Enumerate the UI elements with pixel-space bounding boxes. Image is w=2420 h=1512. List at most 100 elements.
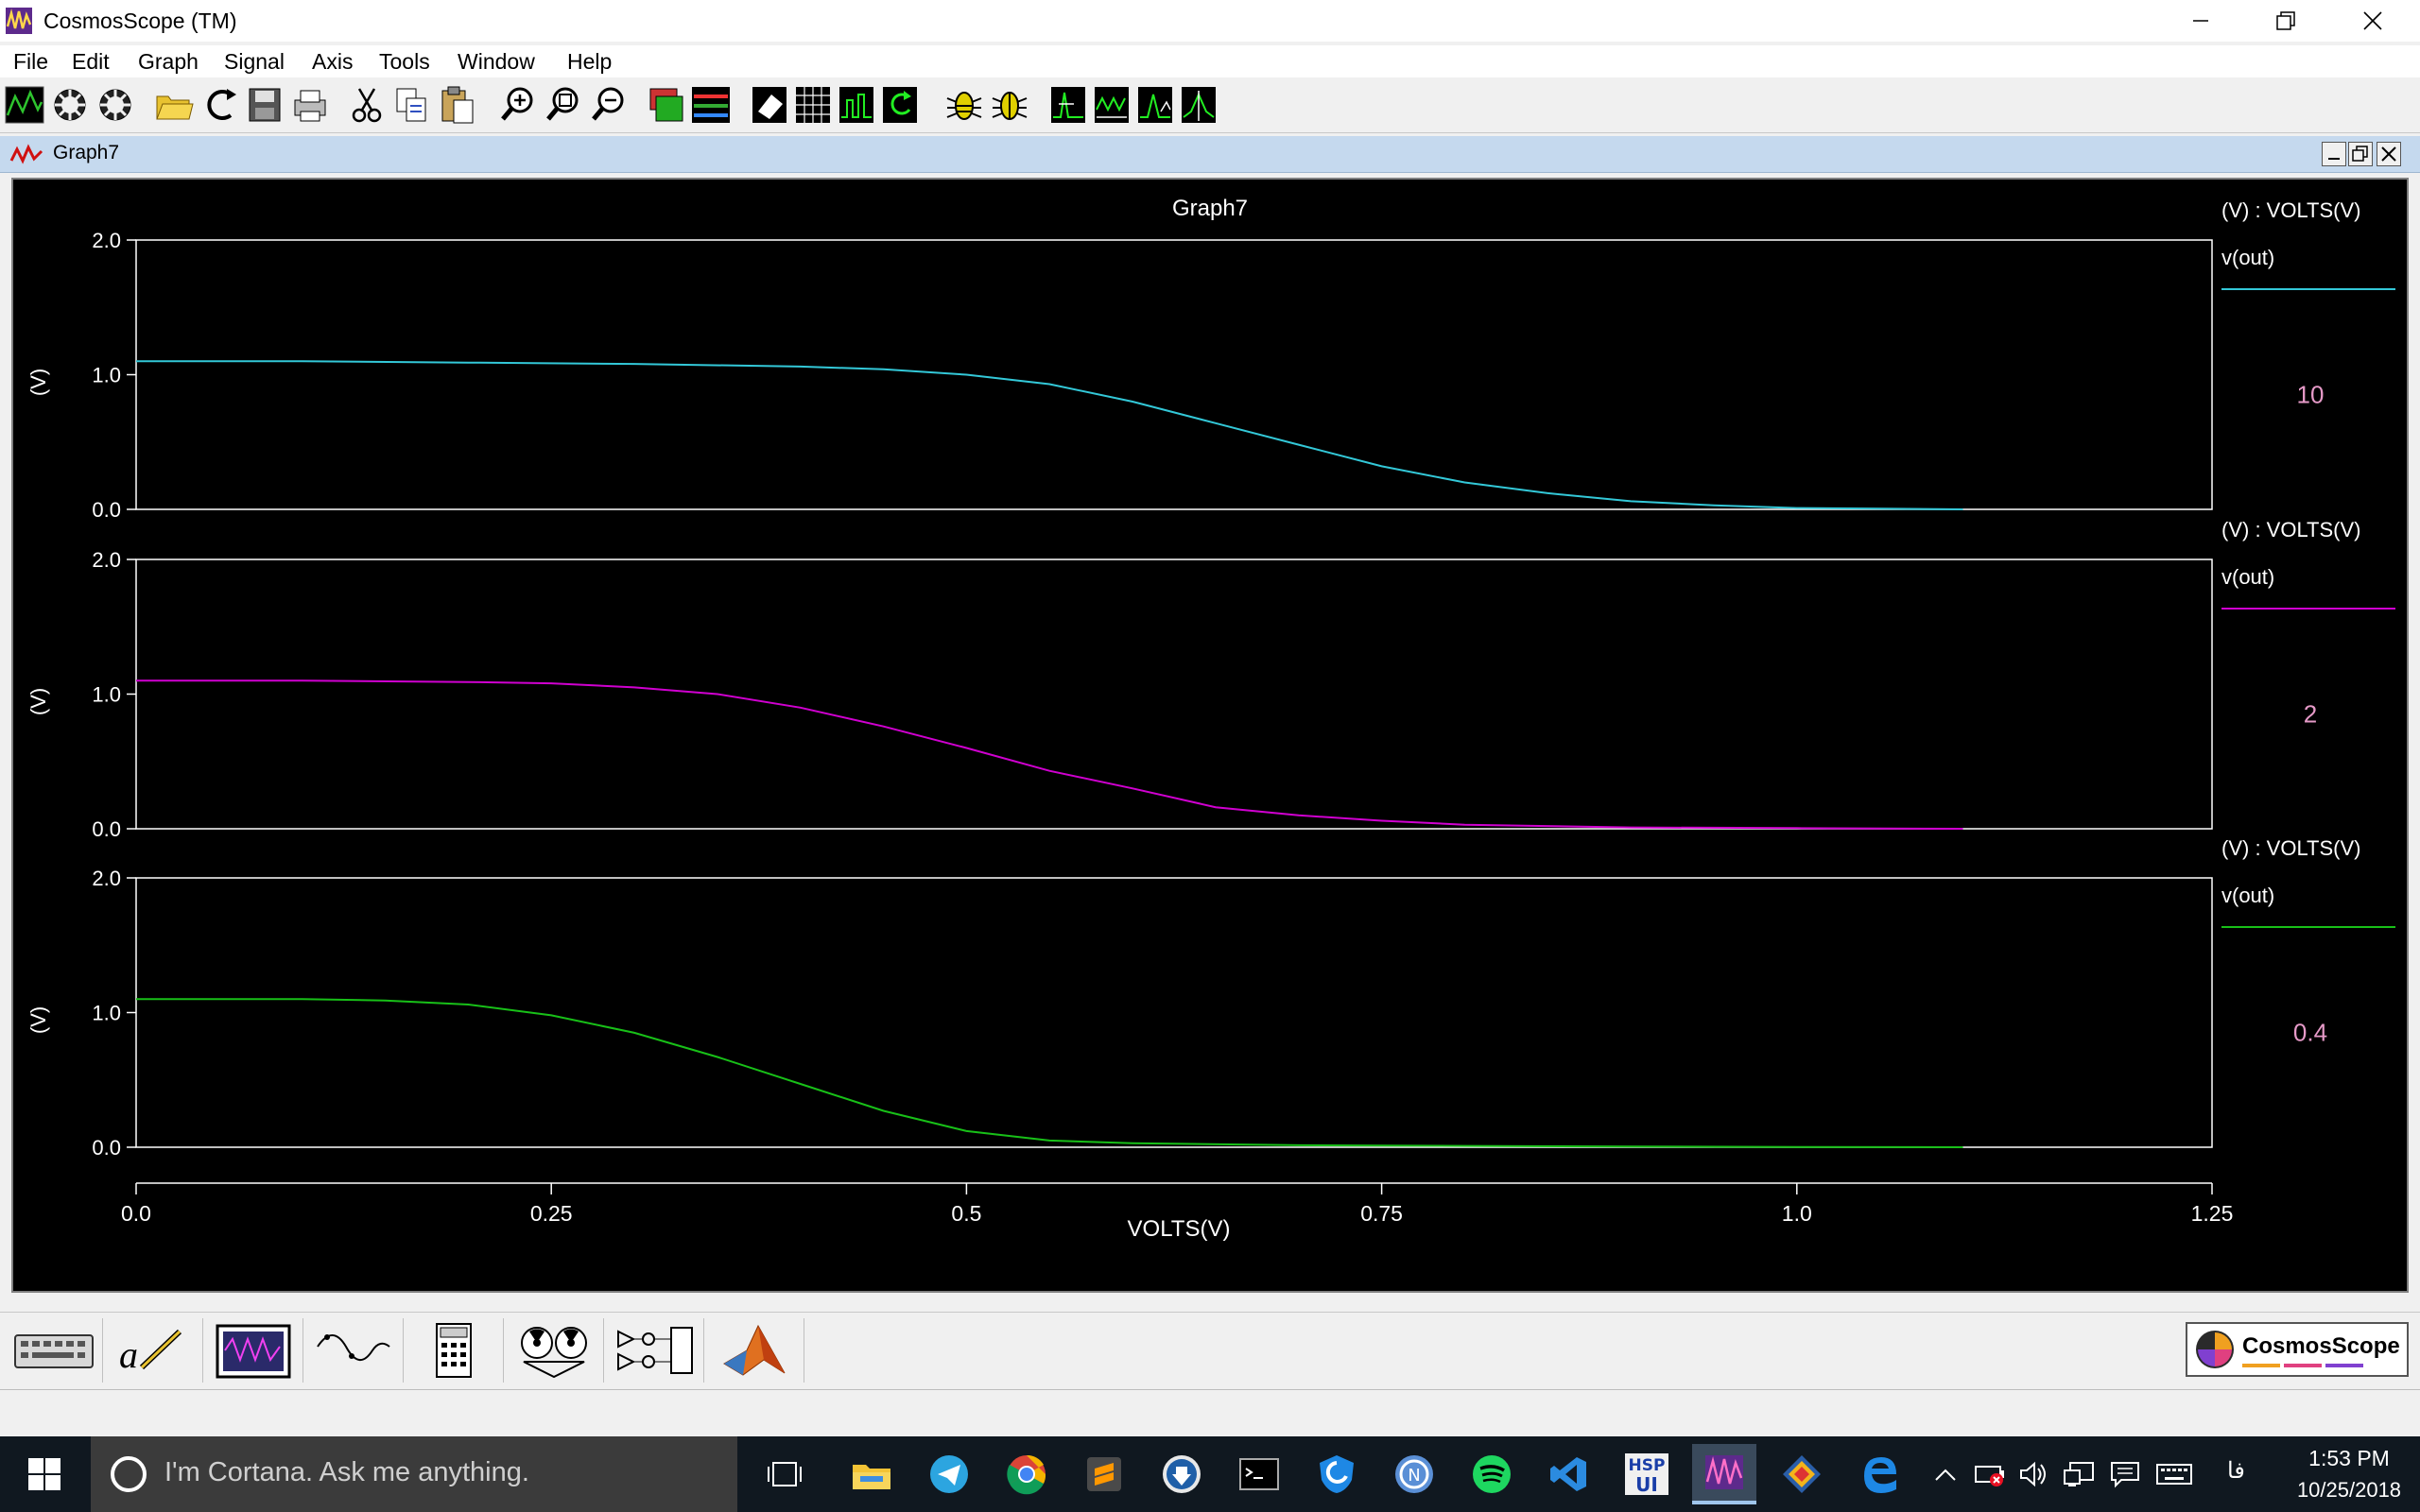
status-bar bbox=[0, 1389, 2420, 1434]
open-folder-icon[interactable] bbox=[153, 83, 195, 127]
y-axis-label: (V) bbox=[26, 369, 50, 396]
legend-param-value: 0.4 bbox=[2293, 1019, 2327, 1047]
file-explorer-icon[interactable] bbox=[839, 1444, 904, 1504]
task-view-icon[interactable] bbox=[752, 1444, 817, 1504]
close-button[interactable] bbox=[2331, 0, 2414, 42]
zoom-in-icon[interactable] bbox=[497, 83, 539, 127]
svg-text:N: N bbox=[1408, 1466, 1420, 1486]
panel-1-frame bbox=[135, 239, 2213, 510]
print-icon[interactable] bbox=[289, 83, 331, 127]
measure-wave-icon[interactable] bbox=[1091, 83, 1132, 127]
graph-close-button[interactable] bbox=[2377, 142, 2401, 166]
menu-file[interactable]: File bbox=[13, 49, 49, 74]
edge-icon[interactable] bbox=[1847, 1444, 1911, 1504]
toolbar bbox=[0, 79, 2420, 133]
graph-window-titlebar: Graph7 bbox=[0, 136, 2420, 173]
refresh-graph-icon[interactable] bbox=[879, 83, 921, 127]
zoom-out-icon[interactable] bbox=[588, 83, 630, 127]
bar-graph-icon[interactable] bbox=[836, 83, 877, 127]
save-icon[interactable] bbox=[244, 83, 285, 127]
menu-edit[interactable]: Edit bbox=[72, 49, 110, 74]
cosmosscope-logo: CosmosScope bbox=[2186, 1322, 2409, 1377]
legend-header: (V) : VOLTS(V) bbox=[2221, 518, 2361, 541]
series-line-1 bbox=[136, 360, 1963, 510]
legend-header: (V) : VOLTS(V) bbox=[2221, 836, 2361, 860]
graph-restore-button[interactable] bbox=[2348, 142, 2373, 166]
menu-bar: File Edit Graph Signal Axis Tools Window… bbox=[0, 45, 2420, 77]
sublime-text-icon[interactable] bbox=[1072, 1444, 1136, 1504]
copy-icon[interactable] bbox=[391, 83, 433, 127]
calculator-icon[interactable] bbox=[405, 1318, 504, 1383]
cosmosscope-task-icon[interactable] bbox=[1692, 1444, 1756, 1504]
clock-time[interactable]: 1:53 PM bbox=[2308, 1446, 2390, 1470]
measure-rise-icon[interactable] bbox=[1134, 83, 1176, 127]
legend-param-value: 10 bbox=[2297, 381, 2325, 409]
legend-param-value: 2 bbox=[2304, 700, 2317, 729]
window-title: CosmosScope (TM) bbox=[43, 9, 237, 33]
minimize-button[interactable] bbox=[2159, 0, 2242, 42]
clock-date[interactable]: 10/25/2018 bbox=[2296, 1478, 2402, 1502]
start-button[interactable] bbox=[0, 1436, 89, 1512]
touch-keyboard-icon[interactable] bbox=[2155, 1459, 2192, 1489]
measure-cursor-icon[interactable] bbox=[1178, 83, 1219, 127]
cortana-search-box[interactable]: I'm Cortana. Ask me anything. bbox=[91, 1436, 737, 1512]
dev-tool-icon[interactable] bbox=[1770, 1444, 1834, 1504]
reload-icon[interactable] bbox=[199, 83, 240, 127]
y-tick-label: 1.0 bbox=[92, 683, 121, 707]
panel-3-frame bbox=[135, 877, 2213, 1148]
grid-icon[interactable] bbox=[792, 83, 834, 127]
measure-peak-icon[interactable] bbox=[1047, 83, 1089, 127]
downloader-icon[interactable] bbox=[1150, 1444, 1214, 1504]
menu-axis[interactable]: Axis bbox=[312, 49, 354, 74]
telegram-icon[interactable] bbox=[917, 1444, 981, 1504]
x-axis-label: VOLTS(V) bbox=[1128, 1216, 1231, 1242]
network-icon[interactable] bbox=[2063, 1459, 2097, 1489]
terminal-icon[interactable] bbox=[1227, 1444, 1291, 1504]
bug-icon[interactable] bbox=[943, 83, 985, 127]
series-line-2 bbox=[136, 679, 1963, 830]
y-tick-label: 0.0 bbox=[92, 498, 121, 522]
legend-series-name: v(out) bbox=[2221, 884, 2274, 907]
plot-area: Graph7 2.0 1.0 0.0 (V) (V) : VOLTS(V) v(out) 1… bbox=[11, 178, 2409, 1293]
x-tick-label: 1.25 bbox=[2191, 1201, 2234, 1226]
series-line-3 bbox=[136, 998, 1963, 1148]
radiation-icon[interactable] bbox=[505, 1318, 604, 1383]
paste-icon[interactable] bbox=[437, 83, 478, 127]
multi-panel-icon[interactable] bbox=[690, 83, 732, 127]
chrome-icon[interactable] bbox=[994, 1444, 1059, 1504]
new-graph-icon[interactable] bbox=[4, 83, 45, 127]
volume-icon[interactable] bbox=[2017, 1459, 2051, 1489]
graph-minimize-button[interactable] bbox=[2322, 142, 2346, 166]
restore-button[interactable] bbox=[2244, 0, 2327, 42]
eraser-icon[interactable] bbox=[749, 83, 790, 127]
block-diagram-icon[interactable] bbox=[605, 1318, 704, 1383]
annotate-icon[interactable]: a bbox=[104, 1318, 203, 1383]
vscode-icon[interactable] bbox=[1537, 1444, 1601, 1504]
cut-icon[interactable] bbox=[346, 83, 388, 127]
menu-tools[interactable]: Tools bbox=[379, 49, 430, 74]
action-center-icon[interactable] bbox=[2108, 1459, 2142, 1489]
input-language-indicator[interactable]: فا bbox=[2227, 1458, 2245, 1484]
hspui-icon[interactable]: HSP UI bbox=[1615, 1444, 1679, 1504]
menu-graph[interactable]: Graph bbox=[138, 49, 199, 74]
curve-fit-icon[interactable] bbox=[304, 1318, 404, 1383]
bug-alt-icon[interactable] bbox=[989, 83, 1030, 127]
menu-signal[interactable]: Signal bbox=[224, 49, 285, 74]
menu-window[interactable]: Window bbox=[458, 49, 535, 74]
security-shield-icon[interactable] bbox=[1305, 1444, 1369, 1504]
spotify-icon[interactable] bbox=[1460, 1444, 1524, 1504]
x-tick-label: 0.75 bbox=[1360, 1201, 1403, 1226]
zoom-fit-icon[interactable] bbox=[543, 83, 584, 127]
tray-chevron-up-icon[interactable] bbox=[1928, 1459, 1962, 1489]
menu-help[interactable]: Help bbox=[567, 49, 613, 74]
y-axis-label: (V) bbox=[26, 688, 50, 715]
battery-alert-icon[interactable] bbox=[1974, 1459, 2008, 1489]
y-tick-label: 0.0 bbox=[92, 817, 121, 841]
open-plotfile-icon[interactable] bbox=[49, 83, 91, 127]
waveform-view-icon[interactable] bbox=[204, 1318, 303, 1383]
network-tool-icon[interactable]: N bbox=[1382, 1444, 1446, 1504]
stack-region-icon[interactable] bbox=[647, 83, 688, 127]
keyboard-icon[interactable] bbox=[4, 1318, 103, 1383]
plot-signals-icon[interactable] bbox=[95, 83, 136, 127]
matlab-icon[interactable] bbox=[705, 1318, 804, 1383]
